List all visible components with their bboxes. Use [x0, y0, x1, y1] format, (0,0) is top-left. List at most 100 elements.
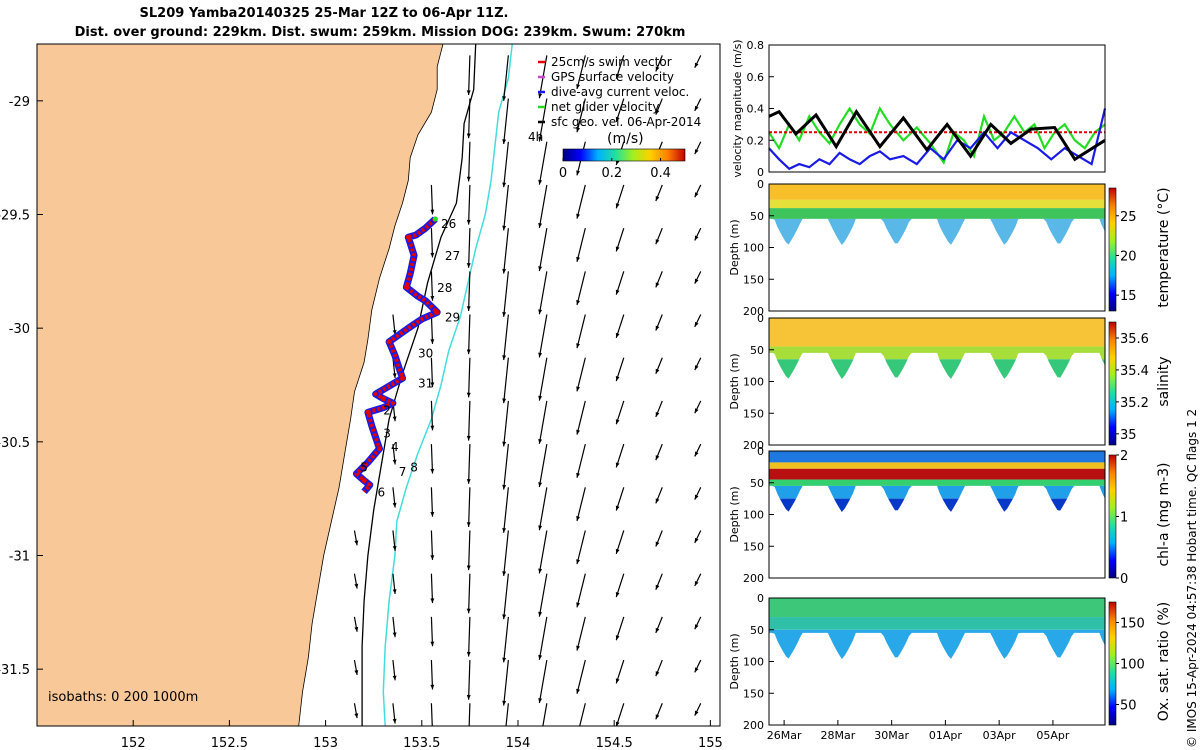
geo-velocity-arrowhead	[430, 598, 435, 604]
geo-velocity-arrowhead	[655, 411, 660, 417]
geo-velocity-arrowhead	[466, 479, 471, 484]
geo-velocity-arrow	[467, 616, 471, 657]
map-x-tick-label: 152.5	[211, 736, 248, 750]
geo-velocity-arrowhead	[694, 365, 699, 371]
geo-velocity-arrowhead	[576, 127, 580, 133]
oxygen-y-tick-label: 100	[743, 656, 764, 669]
geo-velocity-arrowhead	[538, 309, 543, 315]
geo-velocity-arrowhead	[538, 482, 543, 488]
geo-velocity-arrowhead	[576, 516, 580, 521]
velocity-ylabel: velocity magnitude (m/s)	[731, 39, 744, 177]
geo-velocity-arrowhead	[502, 527, 507, 533]
temperature-band	[769, 199, 1105, 209]
track-point	[376, 446, 382, 452]
figure-title-line2: Dist. over ground: 229km. Dist. swum: 25…	[74, 25, 686, 40]
geo-velocity-arrow	[576, 357, 586, 392]
temperature-section	[769, 184, 1105, 245]
temperature-colorbar	[1108, 187, 1117, 312]
chla-y-tick-label: 100	[743, 509, 764, 522]
geo-velocity-arrow	[430, 530, 434, 560]
geo-velocity-arrowhead	[615, 116, 620, 122]
map-y-tick-label: -31.5	[0, 663, 30, 678]
geo-velocity-arrow	[467, 184, 471, 225]
geo-velocity-arrowhead	[655, 498, 660, 504]
coastline	[298, 44, 444, 726]
geo-velocity-arrow	[542, 703, 548, 726]
geo-velocity-arrowhead	[538, 395, 543, 401]
geo-velocity-arrow	[430, 573, 434, 604]
day-label: 4	[391, 440, 399, 454]
geo-velocity-arrowhead	[538, 136, 543, 142]
geo-velocity-arrowhead	[392, 373, 397, 379]
geo-velocity-arrowhead	[466, 133, 471, 139]
map-y-tick-label: -29	[9, 95, 30, 110]
geo-velocity-arrowhead	[615, 73, 620, 79]
geo-velocity-arrowhead	[576, 472, 580, 478]
geo-velocity-arrowhead	[466, 306, 471, 311]
geo-velocity-arrowhead	[430, 684, 435, 690]
geo-velocity-arrowhead	[694, 581, 699, 587]
temperature-ylabel: Depth (m)	[728, 219, 741, 275]
colorbar-label: (m/s)	[607, 131, 644, 147]
geo-velocity-arrowhead	[430, 728, 434, 733]
velocity-y-tick-label: 0.6	[747, 71, 765, 84]
geo-velocity-arrowhead	[466, 522, 471, 527]
geo-velocity-arrowhead	[576, 256, 580, 262]
geo-velocity-arrowhead	[655, 66, 660, 72]
geo-velocity-arrowhead	[502, 355, 507, 361]
geo-velocity-arrow	[467, 444, 471, 484]
geo-velocity-arrow	[503, 184, 509, 231]
geo-velocity-arrowhead	[430, 512, 435, 517]
track-point	[434, 309, 440, 315]
velocity-y-tick-label: 0.4	[747, 103, 765, 116]
geo-velocity-arrow	[538, 530, 548, 574]
legend-label: net glider velocity	[551, 100, 659, 114]
geo-velocity-arrow	[430, 487, 434, 517]
chla-y-tick-label: 50	[750, 477, 764, 490]
credit-text: © IMOS 15-Apr-2024 04:57:38 Hobart time.…	[1185, 408, 1199, 748]
geo-velocity-arrow	[467, 228, 471, 268]
geo-velocity-arrowhead	[466, 695, 471, 700]
geo-velocity-arrowhead	[538, 222, 543, 228]
oxygen-ylabel: Depth (m)	[728, 633, 741, 689]
map-x-tick-label: 153.5	[403, 736, 440, 750]
temperature-colorbar-tick-label: 25	[1120, 210, 1137, 225]
temperature-band	[769, 208, 1105, 219]
glider-track	[352, 216, 441, 495]
geo-velocity-arrow	[503, 98, 509, 145]
map-frame	[36, 43, 721, 727]
day-label: 6	[378, 485, 386, 499]
geo-velocity-arrowhead	[392, 589, 397, 594]
day-label: 5	[360, 460, 368, 474]
geo-velocity-arrowhead	[694, 192, 699, 198]
chla-colorbar-label: chl-a (mg m-3)	[1156, 462, 1172, 566]
temperature-band	[769, 184, 1105, 200]
geo-velocity-arrowhead	[502, 268, 507, 274]
geo-velocity-arrowhead	[502, 225, 507, 231]
track-start	[432, 216, 438, 222]
oxygen-band	[769, 598, 1105, 618]
geo-velocity-arrowhead	[576, 386, 580, 392]
geo-velocity-arrow	[576, 487, 586, 522]
track-point	[400, 375, 406, 381]
geo-velocity-arrowhead	[392, 459, 397, 465]
salinity-band	[769, 318, 1105, 347]
geo-velocity-arrow	[430, 703, 433, 726]
geo-velocity-arrow	[505, 703, 509, 726]
chla-y-tick-label: 150	[743, 540, 764, 553]
chla-band	[769, 451, 1105, 463]
geo-velocity-arrowhead	[538, 611, 543, 617]
temperature-y-tick-label: 0	[757, 178, 764, 191]
geo-velocity-arrowhead	[655, 109, 660, 115]
time-x-tick-label: 28Mar	[820, 729, 855, 742]
velocity-y-tick-label: 0.8	[747, 39, 765, 52]
geo-velocity-arrowhead	[615, 289, 620, 295]
day-label: 29	[445, 310, 460, 324]
day-label: 3	[383, 426, 391, 440]
map-y-tick-label: -30	[9, 322, 30, 337]
salinity-ylabel: Depth (m)	[728, 353, 741, 409]
geo-velocity-arrowhead	[615, 332, 620, 338]
geo-velocity-arrowhead	[694, 494, 699, 500]
